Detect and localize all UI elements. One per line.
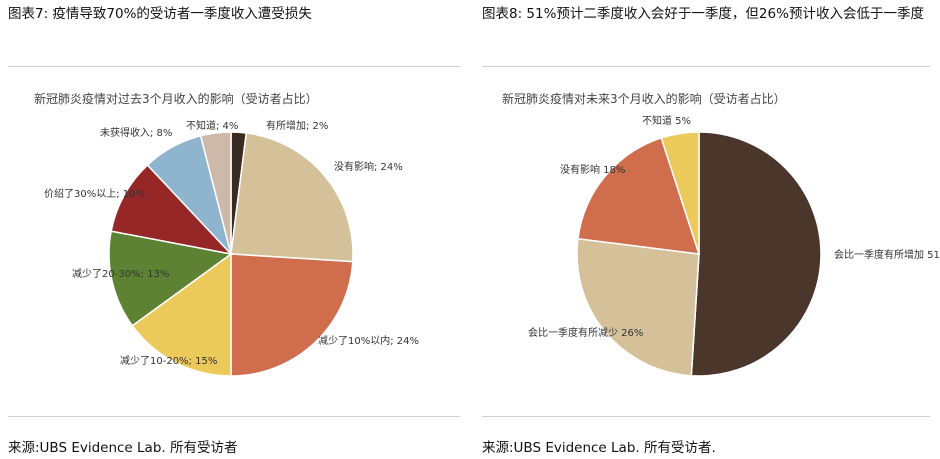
source-note: 来源:UBS Evidence Lab. 所有受访者 (8, 440, 238, 456)
pie-chart-past-income: 新冠肺炎疫情对过去3个月收入的影响（受访者占比） 有所增加; 2% 没有影响; … (34, 91, 419, 377)
slice-label: 未获得收入; 8% (100, 126, 172, 139)
source-note: 来源:UBS Evidence Lab. 所有受访者. (482, 440, 716, 456)
pie-slice (576, 237, 700, 377)
pie-slice (199, 131, 232, 255)
slice-label: 不知道 5% (642, 114, 691, 127)
slice-label: 没有影响; 24% (334, 160, 403, 173)
pie-chart-future-income: 新冠肺炎疫情对未来3个月收入的影响（受访者占比） 会比一季度有所增加 51% 会… (502, 91, 940, 377)
slice-label: 有所增加; 2% (266, 119, 328, 132)
pie-slice (577, 137, 701, 255)
figure-title: 图表7: 疫情导致70%的受访者一季度收入遭受损失 (8, 6, 312, 22)
top-rule (8, 66, 460, 67)
slice-label: 会比一季度有所减少 26% (528, 326, 643, 339)
chart-title: 新冠肺炎疫情对未来3个月收入的影响（受访者占比） (502, 91, 786, 106)
slice-label: 减少了10-20%; 15% (120, 355, 217, 367)
slice-label: 减少了20-30%; 13% (72, 268, 169, 280)
pie-slice (230, 132, 354, 263)
bottom-rule (8, 416, 460, 417)
pie-slice (108, 230, 233, 327)
slice-label: 价绍了30%以上; 10% (44, 187, 145, 200)
pie-slice (690, 131, 822, 377)
pie-slice (230, 253, 354, 377)
figure-title: 图表8: 51%预计二季度收入会好于一季度，但26%预计收入会低于一季度 (482, 6, 924, 22)
left-figure-panel: 图表7: 疫情导致70%的受访者一季度收入遭受损失 新冠肺炎疫情对过去3个月收入… (8, 6, 460, 456)
right-figure-panel: 图表8: 51%预计二季度收入会好于一季度，但26%预计收入会低于一季度 新冠肺… (482, 0, 940, 459)
slice-label: 减少了10%以内; 24% (318, 334, 419, 347)
slice-label: 没有影响 18% (560, 163, 625, 176)
top-rule (482, 66, 930, 67)
bottom-rule (482, 416, 930, 417)
pie-slice (660, 131, 700, 255)
pie-slice (131, 252, 232, 377)
chart-title: 新冠肺炎疫情对过去3个月收入的影响（受访者占比） (34, 91, 318, 106)
slice-label: 会比一季度有所增加 51% (834, 248, 940, 261)
pie-slice (110, 164, 234, 256)
slice-label: 不知道; 4% (186, 119, 238, 132)
